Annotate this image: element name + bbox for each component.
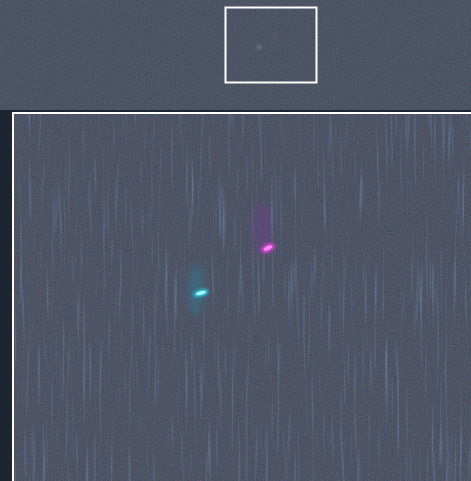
overview-spot xyxy=(272,34,276,38)
zoom-region-box xyxy=(224,6,318,84)
overview-noise xyxy=(0,0,471,110)
magenta-halo xyxy=(252,202,272,258)
zoom-inset xyxy=(12,112,471,481)
inset-border xyxy=(12,112,471,481)
cyan-core xyxy=(196,290,206,296)
magenta-core xyxy=(263,245,273,251)
cyan-halo xyxy=(188,264,204,316)
inset-purple-noise xyxy=(12,112,471,481)
overview-spot xyxy=(257,45,261,49)
